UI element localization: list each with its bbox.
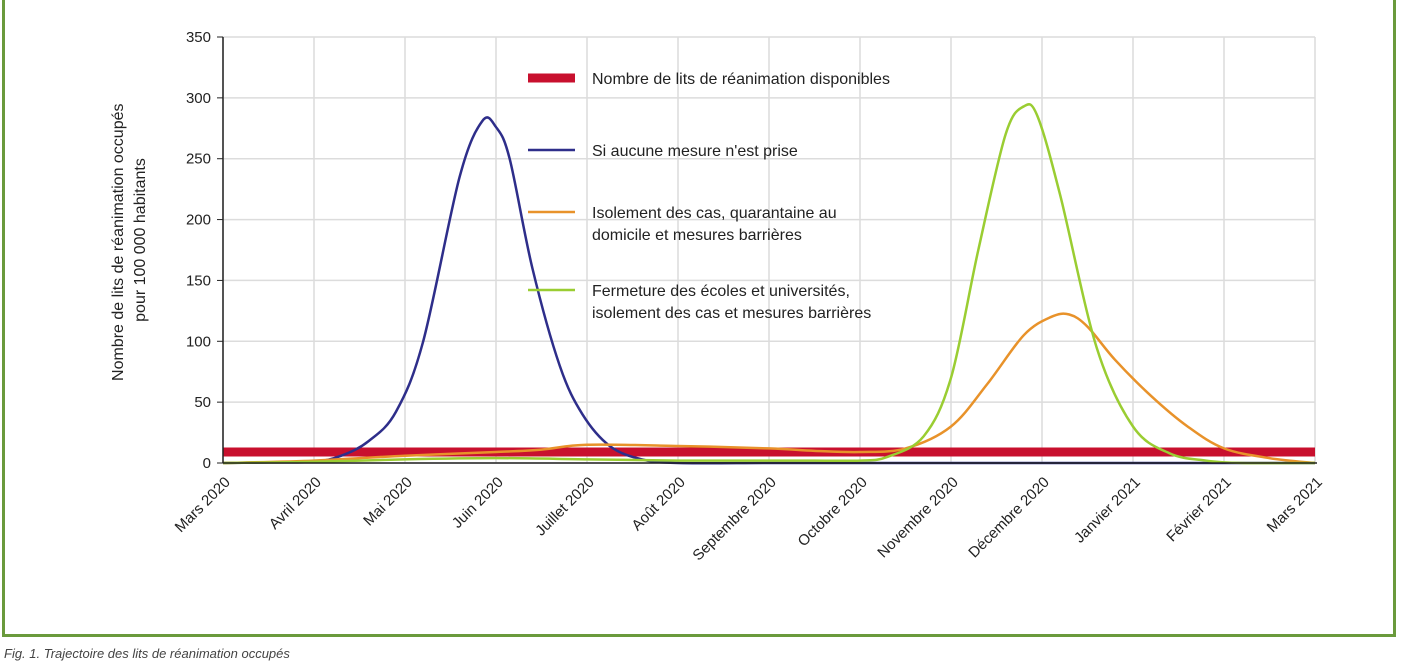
legend-label: Si aucune mesure n'est prise [592,143,798,160]
series-line-3 [222,102,1316,465]
x-tick-label: Novembre 2020 [874,474,961,561]
grid [222,36,1316,464]
legend-label: domicile et mesures barrières [592,227,802,244]
chart-frame: 0 50 100 150 200 250 300 350 Mars 2020 Avril 2020… [2,0,1396,637]
y-tick-label: 300 [186,90,211,107]
y-axis-label: Nombre de lits de réanimation occupés po… [110,99,149,381]
y-tick-label: 150 [186,272,211,289]
x-tick-label: Mai 2020 [360,474,416,530]
x-tick-label: Juin 2020 [449,474,507,532]
x-tick-label: Mars 2021 [1264,474,1326,536]
y-tick-label: 50 [194,394,211,411]
x-tick-label: Décembre 2020 [965,474,1052,561]
x-tick-label: Juillet 2020 [532,474,598,540]
y-tick-label: 350 [186,29,211,46]
y-tick-label: 100 [186,333,211,350]
figure-caption: Fig. 1. Trajectoire des lits de réanimat… [4,646,290,661]
x-tick-label: Janvier 2021 [1071,474,1144,547]
legend: Nombre de lits de réanimation disponible… [528,71,890,322]
y-axis-label-line-1: Nombre de lits de réanimation occupés [110,103,127,380]
x-tick-label: Mars 2020 [172,474,234,536]
x-tick-label: Septembre 2020 [689,474,779,564]
legend-label: Isolement des cas, quarantaine au [592,205,837,222]
series-line-2 [222,312,1316,465]
x-tick-label: Octobre 2020 [795,474,871,550]
x-tick-label: Avril 2020 [266,474,325,533]
y-tick-label: 250 [186,151,211,168]
legend-label: Nombre de lits de réanimation disponible… [592,71,890,88]
y-tick-label: 200 [186,212,211,229]
y-axis-label-line-2: pour 100 000 habitants [132,158,149,322]
x-tick-label: Février 2021 [1163,474,1235,546]
x-tick-label: Août 2020 [628,474,688,534]
y-tick-label: 0 [203,455,211,472]
legend-label: isolement des cas et mesures barrières [592,305,871,322]
axes [217,36,1317,464]
line-chart: 0 50 100 150 200 250 300 350 Mars 2020 Avril 2020… [110,29,1326,564]
legend-label: Fermeture des écoles et universités, [592,283,850,300]
